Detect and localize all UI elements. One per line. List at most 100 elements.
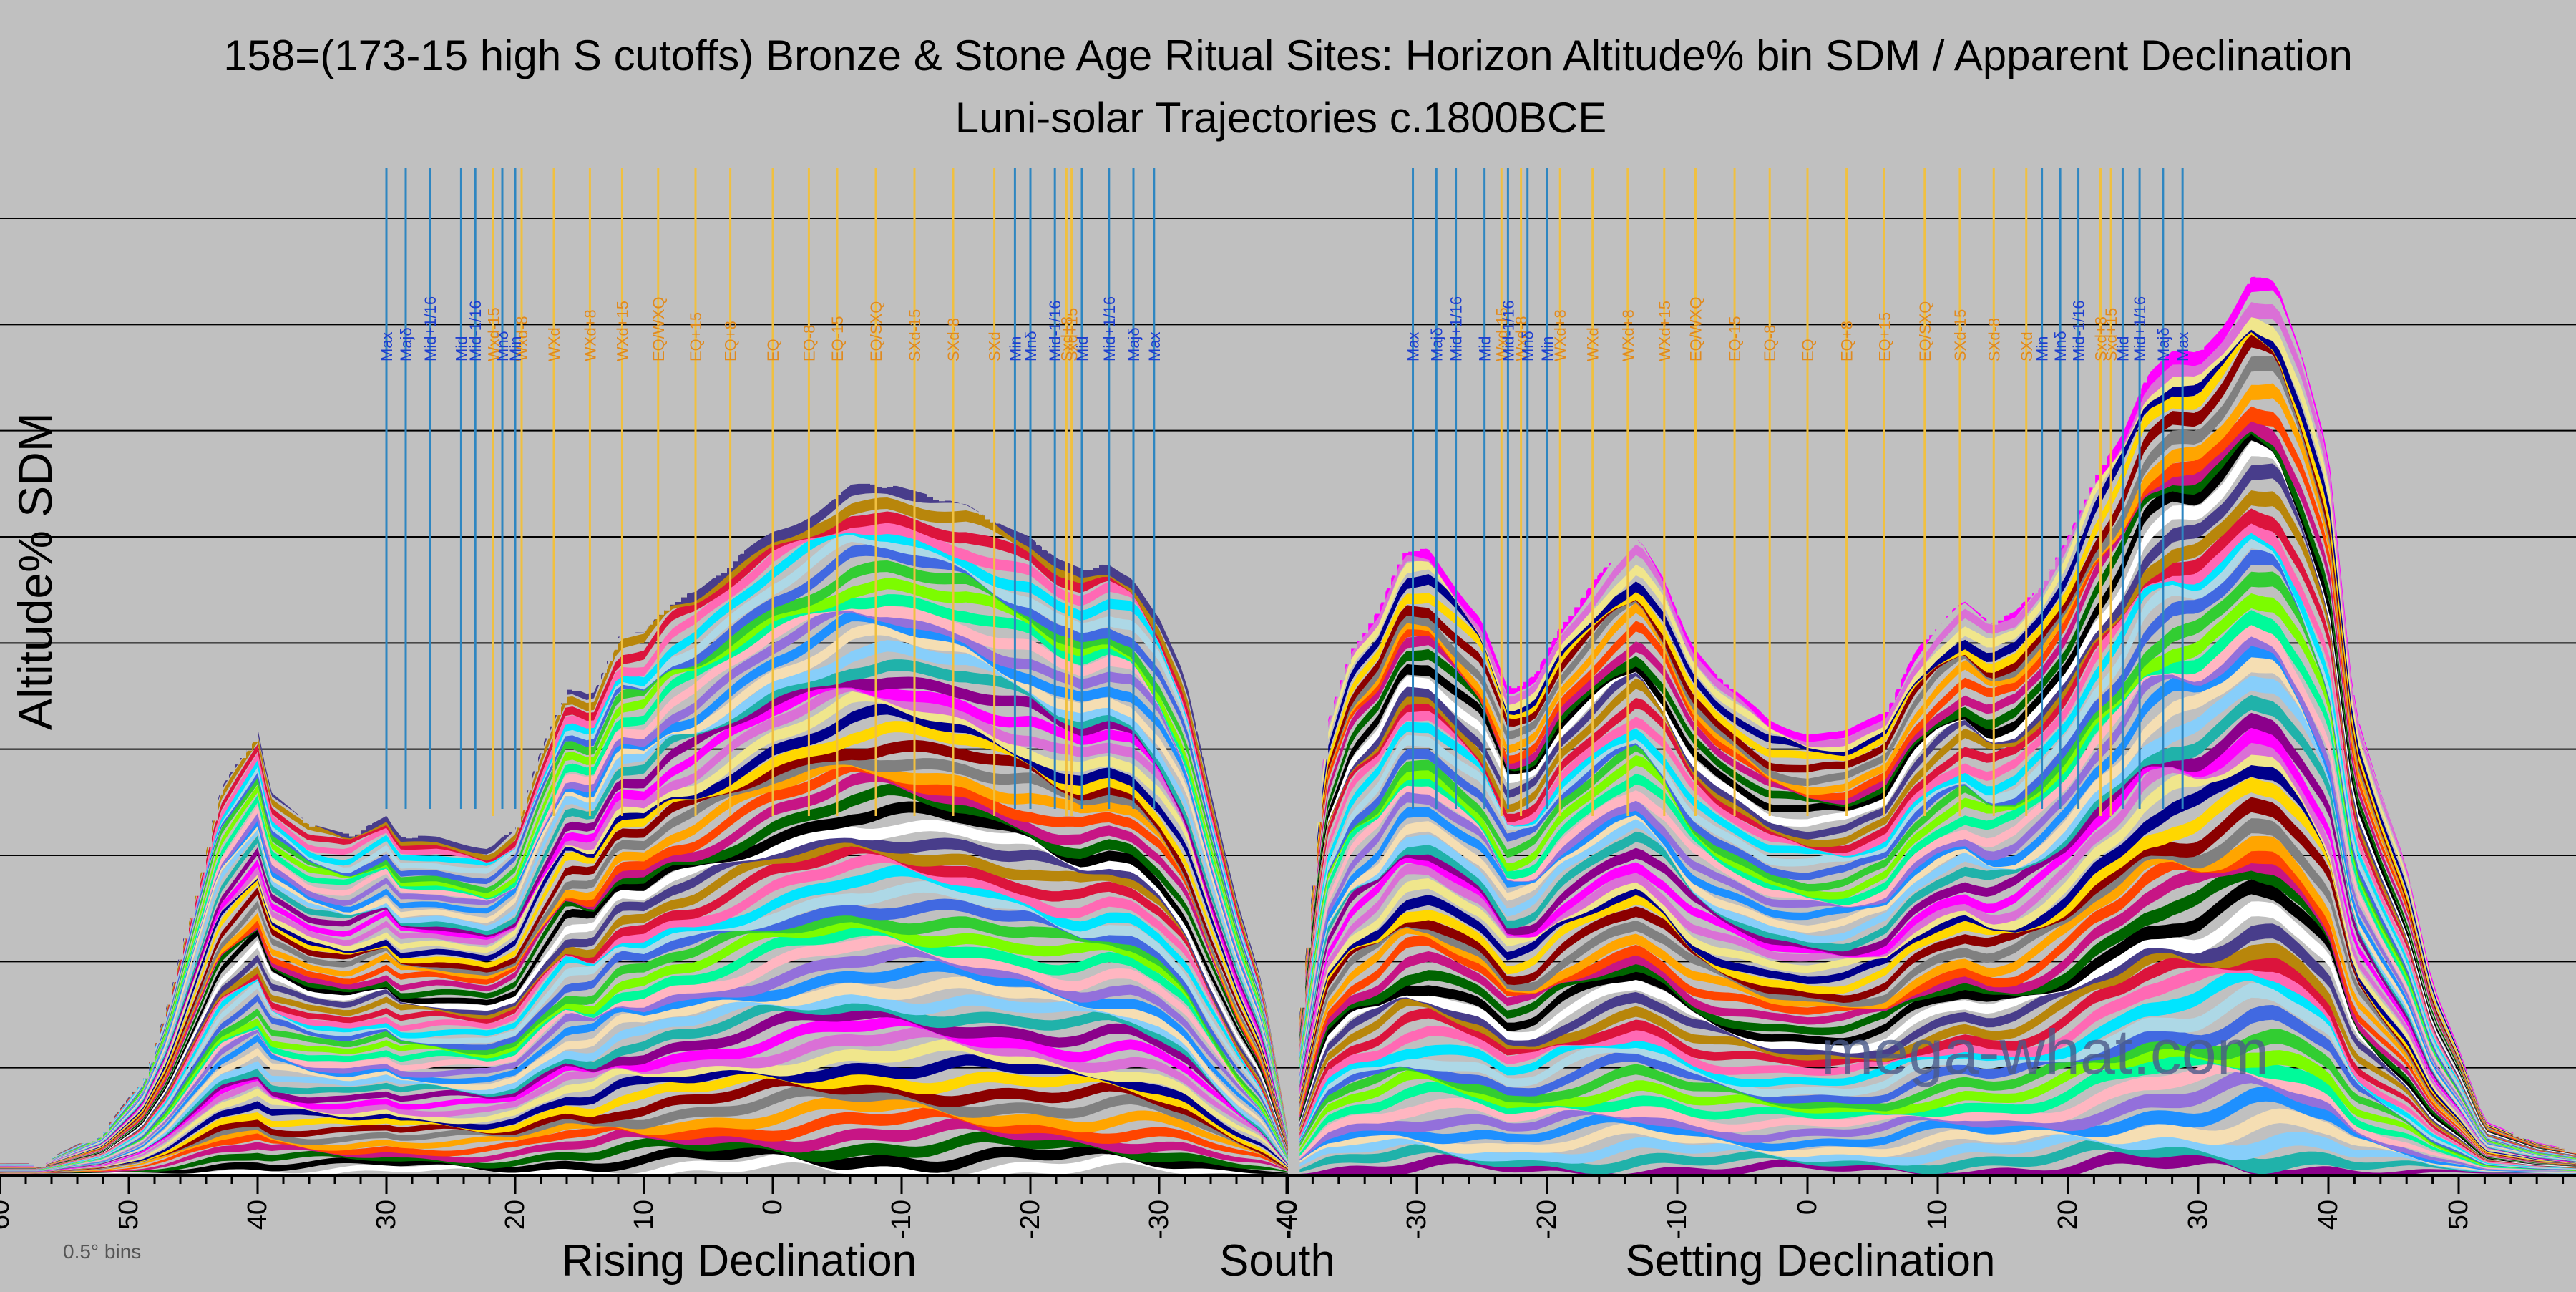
setting-marker-label: Sxd+15 bbox=[2102, 308, 2120, 361]
rising-tick-label: 0 bbox=[758, 1200, 788, 1215]
setting-marker-label: EQ-15 bbox=[1726, 316, 1744, 361]
rising-tick-label: -10 bbox=[887, 1200, 917, 1239]
rising-marker-label: Min bbox=[1006, 336, 1024, 361]
rising-band bbox=[0, 991, 1288, 1172]
setting-tick-label: 40 bbox=[2313, 1200, 2343, 1230]
rising-marker-label: EQ/SXQ bbox=[867, 301, 885, 361]
rising-marker-label: Wxd-15 bbox=[484, 307, 502, 361]
rising-marker-label: EQ+8 bbox=[722, 321, 740, 361]
setting-marker-label: EQ bbox=[1799, 339, 1817, 361]
rising-band bbox=[0, 1054, 1288, 1172]
rising-band bbox=[0, 1143, 1288, 1174]
setting-marker-label: EQ/SXQ bbox=[1916, 301, 1934, 361]
setting-marker-label: Min bbox=[2034, 336, 2051, 361]
rising-tick-label: 20 bbox=[500, 1200, 530, 1230]
rising-marker-label: WXd+8 bbox=[581, 309, 599, 361]
rising-band bbox=[0, 1006, 1288, 1172]
setting-marker-label: WXd+15 bbox=[1656, 301, 1674, 361]
setting-band bbox=[1299, 966, 2576, 1170]
rising-tick-label: 40 bbox=[243, 1200, 273, 1230]
setting-marker-label: WXd bbox=[1584, 327, 1602, 361]
rising-marker-label: Max bbox=[1146, 331, 1163, 361]
rising-band bbox=[0, 1151, 1288, 1174]
setting-marker-label: Mid-1/16 bbox=[1499, 300, 1517, 361]
chart-subtitle: Luni-solar Trajectories c.1800BCE bbox=[955, 94, 1606, 142]
setting-marker-label: Mid bbox=[1476, 336, 1494, 361]
rising-marker-label: Max bbox=[378, 331, 396, 361]
rising-band bbox=[0, 1131, 1288, 1174]
setting-marker-label: EQ-8 bbox=[1761, 325, 1779, 361]
x-axis: 60 50 40 30 20 10 0 -10 -20 -30 -40-40 -30 -20 -10 0 10… bbox=[0, 1174, 2576, 1239]
rising-marker-label: WXd bbox=[545, 327, 563, 361]
setting-band bbox=[1299, 1137, 2576, 1174]
rising-marker-label: Mid bbox=[452, 336, 470, 361]
setting-tick-label: -40 bbox=[1272, 1200, 1302, 1239]
setting-band bbox=[1299, 1086, 2576, 1172]
chart-title: 158=(173-15 high S cutoffs) Bronze & Sto… bbox=[223, 31, 2353, 79]
rising-band bbox=[0, 521, 1288, 1165]
setting-marker-label: SXd-8 bbox=[1985, 318, 2003, 361]
setting-band bbox=[1299, 1108, 2576, 1173]
setting-marker-label: WXd+8 bbox=[1551, 309, 1569, 361]
rising-tick-label: -30 bbox=[1144, 1200, 1174, 1239]
x-axis-label-rising: Rising Declination bbox=[562, 1236, 917, 1286]
rising-marker-label: EQ/WXQ bbox=[650, 297, 668, 361]
setting-marker-label: Sxd+8 bbox=[2092, 316, 2110, 361]
setting-band bbox=[1299, 1050, 2576, 1172]
setting-marker-label: Mid+1/16 bbox=[1448, 296, 1465, 361]
rising-marker-label: SXd-8 bbox=[945, 318, 962, 361]
setting-tick-label: -30 bbox=[1402, 1200, 1432, 1239]
x-axis-label-setting: Setting Declination bbox=[1626, 1236, 1996, 1286]
rising-marker-label: EQ-15 bbox=[829, 316, 847, 361]
rising-marker-label: Mnδ bbox=[494, 331, 512, 361]
setting-marker-label: Mid+1/16 bbox=[2131, 296, 2149, 361]
setting-marker-label: WXd+8 bbox=[1619, 309, 1637, 361]
setting-marker-label: Majδ bbox=[1428, 327, 1445, 361]
setting-marker-label: Mid bbox=[2114, 336, 2132, 361]
setting-band bbox=[1299, 982, 2576, 1170]
rising-marker-label: Mnδ bbox=[1022, 331, 1040, 361]
setting-tick-label: 0 bbox=[1792, 1200, 1823, 1215]
setting-tick-label: 30 bbox=[2183, 1200, 2213, 1230]
rising-marker-label: Mid+1/16 bbox=[1101, 296, 1118, 361]
rising-band bbox=[0, 676, 1288, 1167]
x-axis-label-south: South bbox=[1219, 1236, 1335, 1286]
setting-marker-label: SXd bbox=[2018, 331, 2036, 361]
setting-tick-label: 60 bbox=[2574, 1200, 2576, 1230]
setting-marker-label: EQ/WXQ bbox=[1687, 297, 1704, 361]
rising-marker-label: Mid-1/16 bbox=[467, 300, 484, 361]
rising-band bbox=[0, 1084, 1288, 1173]
setting-band bbox=[1299, 1129, 2576, 1174]
setting-marker-label: Max bbox=[1405, 331, 1423, 361]
setting-stack bbox=[1299, 276, 2576, 1174]
setting-marker-label: Max bbox=[2174, 331, 2192, 361]
setting-marker-label: Majδ bbox=[2155, 327, 2172, 361]
rising-band bbox=[0, 1117, 1288, 1174]
rising-band bbox=[0, 1074, 1288, 1173]
rising-marker-label: EQ-8 bbox=[800, 325, 818, 361]
rising-tick-label: 60 bbox=[0, 1200, 15, 1230]
rising-tick-label: 30 bbox=[371, 1200, 401, 1230]
setting-band bbox=[1299, 1029, 2576, 1171]
setting-tick-label: 20 bbox=[2053, 1200, 2083, 1230]
setting-band bbox=[1299, 1004, 2576, 1171]
setting-tick-label: -20 bbox=[1532, 1200, 1562, 1239]
setting-marker-label: SXd-15 bbox=[1951, 309, 1969, 361]
bin-note: 0.5° bins bbox=[63, 1240, 141, 1263]
rising-stack bbox=[0, 483, 1288, 1174]
setting-tick-label: 50 bbox=[2444, 1200, 2474, 1230]
setting-tick-label: 10 bbox=[1923, 1200, 1953, 1230]
watermark: mega-what.com bbox=[1821, 1016, 2269, 1087]
rising-tick-label: 50 bbox=[114, 1200, 144, 1230]
rising-tick-label: 10 bbox=[629, 1200, 659, 1230]
setting-marker-label: Mid-1/16 bbox=[2070, 300, 2088, 361]
trajectory-markers: MaxMajδMid+1/16MidSxd+15Sxd+8Mid-1/16Mnδ… bbox=[378, 168, 2192, 816]
rising-tick-label: -40 bbox=[1273, 1200, 1303, 1239]
rising-marker-label: EQ bbox=[764, 339, 782, 361]
y-axis-label: Altitude% SDM bbox=[9, 412, 62, 730]
setting-marker-label: EQ+8 bbox=[1838, 321, 1856, 361]
setting-marker-label: EQ+15 bbox=[1875, 312, 1893, 361]
rising-marker-label: EQ+15 bbox=[687, 312, 705, 361]
